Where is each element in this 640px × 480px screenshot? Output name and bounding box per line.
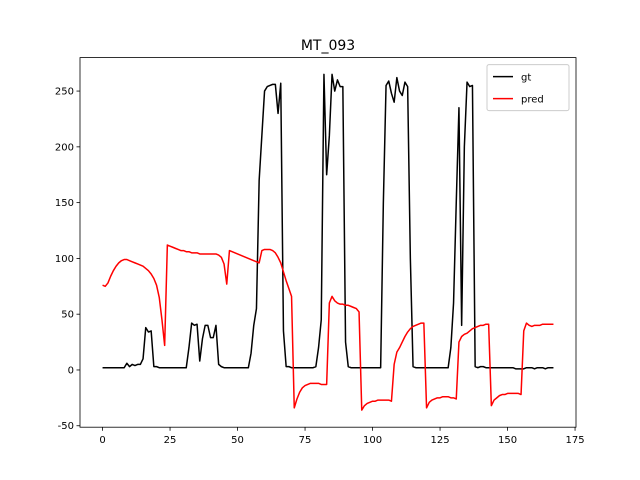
y-tick-label: 150: [55, 198, 74, 209]
legend-label: pred: [521, 95, 544, 106]
x-tick-label: 0: [99, 435, 105, 446]
x-tick-label: 125: [431, 435, 450, 446]
chart-title: MT_093: [301, 38, 355, 54]
y-tick-label: 0: [68, 365, 74, 376]
x-tick-label: 100: [363, 435, 382, 446]
x-tick-label: 75: [299, 435, 312, 446]
y-tick-label: 100: [55, 254, 74, 265]
x-tick-label: 150: [498, 435, 517, 446]
y-tick-label: -50: [58, 421, 74, 432]
x-tick-label: 50: [231, 435, 244, 446]
y-tick-label: 200: [55, 142, 74, 153]
y-tick-label: 50: [61, 310, 74, 321]
series-line: [102, 73, 554, 370]
series-line: [102, 244, 554, 411]
axes-frame: [79, 57, 577, 428]
y-tick-label: 250: [55, 87, 74, 98]
x-tick-label: 25: [164, 435, 177, 446]
legend-label: gt: [521, 73, 531, 84]
x-tick-label: 175: [566, 435, 585, 446]
